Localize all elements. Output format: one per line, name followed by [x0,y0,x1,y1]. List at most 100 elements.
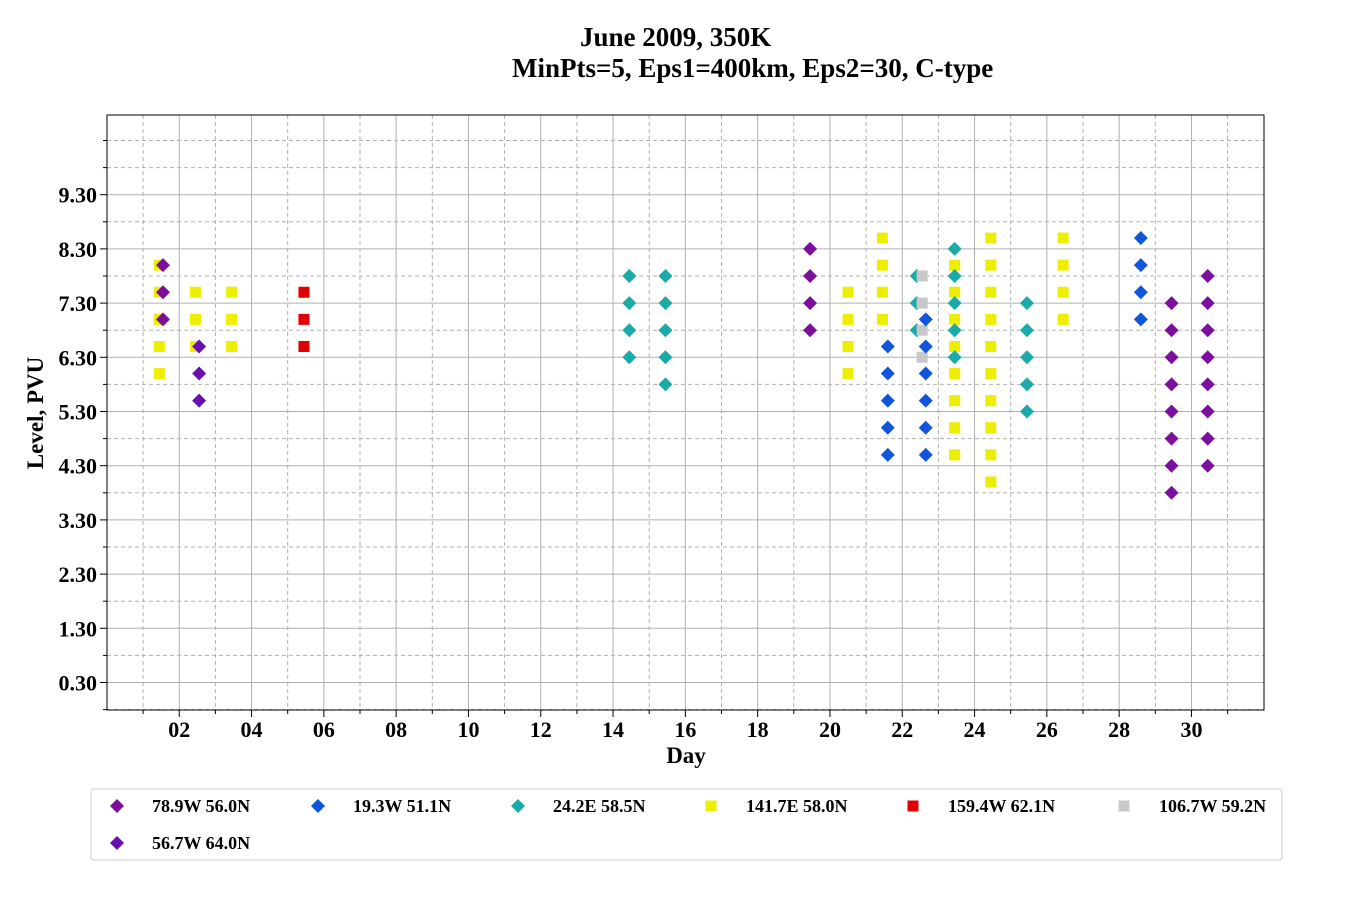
data-point [1164,404,1179,419]
legend-box [90,788,1283,861]
data-point [949,259,961,271]
chart-title-line2: MinPts=5, Eps1=400km, Eps2=30, C-type [512,53,993,83]
x-tick-label: 02 [168,717,190,742]
data-point [1164,296,1179,311]
legend-marker [110,836,124,850]
data-point [1164,377,1179,392]
data-point [842,368,854,380]
data-point [803,296,818,311]
data-point [985,340,997,352]
x-tick-label: 30 [1180,717,1202,742]
data-point [1164,431,1179,446]
data-point [880,447,895,462]
legend-marker [1118,800,1130,812]
data-point [985,422,997,434]
data-point [918,393,933,408]
data-point [1200,404,1215,419]
legend-item: 24.2E 58.5N [511,796,646,816]
data-point [949,422,961,434]
data-point [298,313,310,325]
legend-item: 141.7E 58.0N [705,796,848,816]
y-tick-label: 1.30 [59,616,98,641]
data-point [985,449,997,461]
legend-label: 106.7W 59.2N [1159,796,1266,816]
data-point [985,286,997,298]
data-points [153,231,1215,500]
data-point [1164,458,1179,473]
x-tick-label: 26 [1036,717,1058,742]
data-point [918,447,933,462]
legend-marker [311,799,325,813]
data-point [876,259,888,271]
data-point [622,296,637,311]
data-point [155,285,170,300]
x-tick-label: 04 [241,717,263,742]
data-point [1200,377,1215,392]
data-point [985,368,997,380]
y-tick-label: 4.30 [59,454,98,479]
data-point [918,420,933,435]
data-point [880,366,895,381]
legend-marker [511,799,525,813]
legend: 78.9W 56.0N 19.3W 51.1N 24.2E 58.5N 141.7E … [110,796,1266,853]
data-point [153,368,165,380]
data-point [947,350,962,365]
data-point [1057,259,1069,271]
legend-label: 24.2E 58.5N [553,796,646,816]
data-point [1164,350,1179,365]
legend-item: 19.3W 51.1N [311,796,451,816]
data-point [1200,296,1215,311]
data-point [1133,285,1148,300]
data-point [949,395,961,407]
data-point [876,232,888,244]
y-axis-label: Level, PVU [23,356,48,469]
data-point [918,312,933,327]
y-tick-label: 7.30 [59,291,98,316]
data-point [985,313,997,325]
x-tick-label: 18 [747,717,769,742]
data-point [880,420,895,435]
data-point [947,323,962,338]
data-point [949,449,961,461]
data-point [658,296,673,311]
grid [107,115,1264,711]
data-point [1019,350,1034,365]
legend-item: 106.7W 59.2N [1118,796,1266,816]
data-point [947,296,962,311]
data-point [1133,312,1148,327]
data-point [842,286,854,298]
data-point [658,269,673,283]
data-point [880,393,895,408]
data-point [658,377,673,392]
axis-ticks: 02 04 06 08 10 12 14 16 18 20 22 24 26 28 30 0.30 1.30 2.… [59,140,1229,742]
legend-label: 159.4W 62.1N [948,796,1055,816]
data-point [226,313,238,325]
data-point [1200,350,1215,365]
data-point [622,323,637,338]
x-tick-label: 28 [1108,717,1130,742]
x-tick-label: 06 [313,717,335,742]
data-point [985,395,997,407]
data-point [190,313,202,325]
data-point [298,340,310,352]
data-point [985,259,997,271]
x-tick-label: 14 [602,717,624,742]
data-point [192,339,207,354]
data-point [1019,296,1034,311]
data-point [803,269,818,283]
y-tick-label: 2.30 [59,562,98,587]
data-point [949,368,961,380]
chart-title-line1: June 2009, 350K [580,22,771,52]
data-point [658,323,673,338]
series-6 [192,339,207,408]
x-axis-label: Day [666,743,706,768]
series-3 [153,232,1069,488]
legend-label: 56.7W 64.0N [152,833,250,853]
legend-item: 78.9W 56.0N [110,796,250,816]
series-0 [155,241,1215,500]
data-point [1200,323,1215,338]
data-point [1133,231,1148,246]
data-point [803,323,818,338]
data-point [985,232,997,244]
data-point [842,313,854,325]
